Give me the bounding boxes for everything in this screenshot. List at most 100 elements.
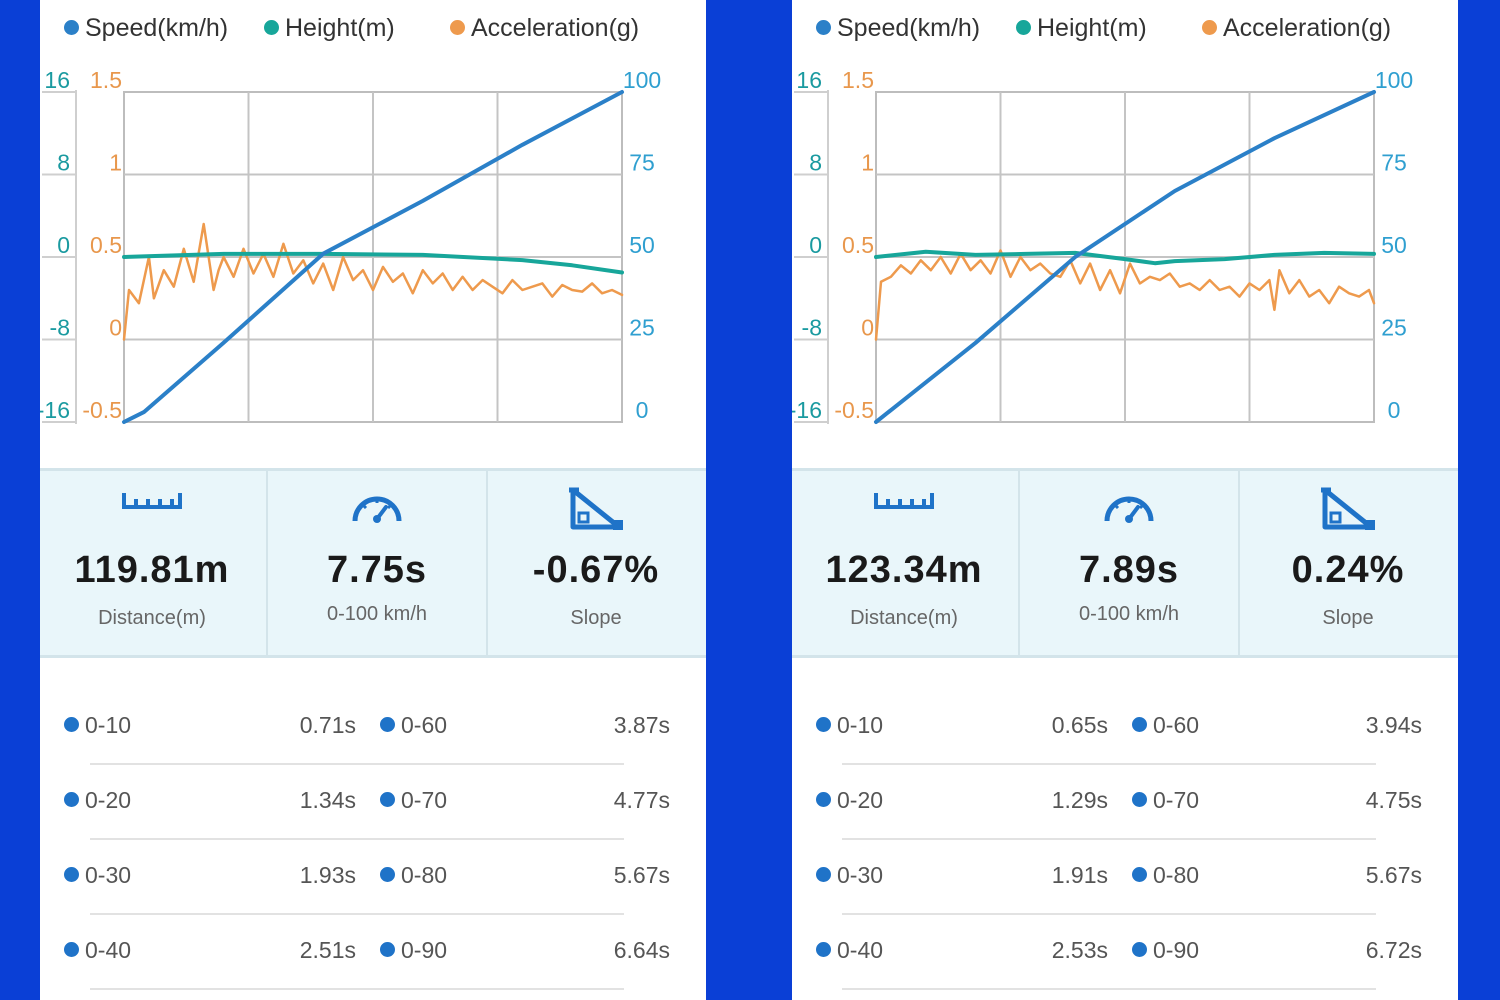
bullet-icon xyxy=(380,942,395,958)
summary-stats: 119.81m Distance(m) 7.75s 0-100 km/h -0.… xyxy=(40,468,706,658)
split-value: 2.53s xyxy=(1051,937,1108,963)
speed-axis-tick-label: 75 xyxy=(629,150,655,176)
ruler-icon xyxy=(874,493,934,509)
speed-axis-tick-label: 0 xyxy=(1388,397,1401,423)
height-series-line xyxy=(874,249,1376,266)
split-value: 4.75s xyxy=(1365,787,1422,813)
bullet-icon xyxy=(64,792,79,808)
legend-speed: Speed(km/h) xyxy=(816,14,980,43)
split-row: 0-20 1.34s 0-70 4.77s xyxy=(40,765,706,840)
acceleration-time-value: 7.75s xyxy=(326,549,428,591)
split-row: 0-10 0.71s 0-60 3.87s xyxy=(40,690,706,765)
performance-chart: 16 8 0 -8 -16 1.5 1 0.5 0 -0.5 100 75 50 25 0 xyxy=(40,67,661,424)
row-divider xyxy=(90,988,624,990)
split-times-list: 0-10 0.71s 0-60 3.87s 0-20 1.34s 0-70 4.… xyxy=(40,690,706,1000)
split-value: 4.77s xyxy=(613,787,670,813)
acceleration-dot-icon xyxy=(1202,19,1217,35)
split-label: 0-10 xyxy=(64,712,131,739)
speed-axis-tick-label: 100 xyxy=(1375,67,1413,93)
slope-label: Slope xyxy=(570,607,622,629)
legend-height: Height(m) xyxy=(264,14,395,43)
acceleration-axis-tick-label: -0.5 xyxy=(834,397,874,423)
row-divider xyxy=(90,763,624,765)
distance-label: Distance(m) xyxy=(98,607,206,629)
split-value: 5.67s xyxy=(1365,862,1422,888)
speed-axis-tick-label: 25 xyxy=(1381,315,1407,341)
split-label: 0-60 xyxy=(380,712,447,739)
bullet-icon xyxy=(816,867,831,883)
bullet-icon xyxy=(1132,717,1147,733)
split-label: 0-90 xyxy=(1132,937,1199,964)
slope-stat: -0.67% Slope xyxy=(486,471,706,655)
acceleration-axis-tick-label: 1.5 xyxy=(90,67,122,93)
bullet-icon xyxy=(380,792,395,808)
acceleration-axis-tick-label: 0 xyxy=(861,315,874,341)
slope-stat: 0.24% Slope xyxy=(1238,471,1458,655)
height-axis-tick-label: -16 xyxy=(40,397,70,423)
split-label: 0-10 xyxy=(816,712,883,739)
bullet-icon xyxy=(816,792,831,808)
bullet-icon xyxy=(64,942,79,958)
acceleration-dot-icon xyxy=(450,19,465,35)
legend-height: Height(m) xyxy=(1016,14,1147,43)
row-divider xyxy=(842,838,1376,840)
chart-legend: Speed(km/h) Height(m) Acceleration(g) xyxy=(40,10,706,46)
chart-legend: Speed(km/h) Height(m) Acceleration(g) xyxy=(792,10,1458,46)
height-axis-tick-label: 8 xyxy=(57,150,70,176)
slope-icon xyxy=(569,487,623,530)
acceleration-time-value: 7.89s xyxy=(1078,549,1180,591)
bullet-icon xyxy=(1132,942,1147,958)
height-axis-tick-label: 0 xyxy=(57,232,70,258)
height-series-line xyxy=(122,251,624,275)
legend-speed: Speed(km/h) xyxy=(64,14,228,43)
slope-icon xyxy=(1321,487,1375,530)
speedometer-icon xyxy=(352,496,402,523)
bullet-icon xyxy=(816,942,831,958)
bullet-icon xyxy=(1132,867,1147,883)
bullet-icon xyxy=(816,717,831,733)
height-axis-tick-label: 16 xyxy=(796,67,822,93)
split-row: 0-30 1.91s 0-80 5.67s xyxy=(792,840,1458,915)
split-row: 0-10 0.65s 0-60 3.94s xyxy=(792,690,1458,765)
result-panel-right: Speed(km/h) Height(m) Acceleration(g) 16… xyxy=(792,0,1458,1000)
acceleration-axis-tick-label: 0.5 xyxy=(90,232,122,258)
acceleration-axis-tick-label: 1 xyxy=(109,150,122,176)
speed-axis-tick-label: 50 xyxy=(1381,232,1407,258)
split-value: 5.67s xyxy=(613,862,670,888)
acceleration-series-line xyxy=(122,222,624,341)
split-value: 1.29s xyxy=(1051,787,1108,813)
height-axis-tick-label: -8 xyxy=(802,315,822,341)
row-divider xyxy=(842,763,1376,765)
summary-stats: 123.34m Distance(m) 7.89s 0-100 km/h 0.2… xyxy=(792,468,1458,658)
split-times-list: 0-10 0.65s 0-60 3.94s 0-20 1.29s 0-70 4.… xyxy=(792,690,1458,1000)
row-divider xyxy=(90,838,624,840)
split-label: 0-80 xyxy=(380,862,447,889)
height-axis-tick-label: 16 xyxy=(44,67,70,93)
split-label: 0-60 xyxy=(1132,712,1199,739)
speed-axis-tick-label: 25 xyxy=(629,315,655,341)
split-value: 0.71s xyxy=(299,712,356,738)
split-label: 0-40 xyxy=(64,937,131,964)
split-row: 0-20 1.29s 0-70 4.75s xyxy=(792,765,1458,840)
split-value: 1.93s xyxy=(299,862,356,888)
distance-stat: 119.81m Distance(m) xyxy=(40,471,264,655)
speed-series-line xyxy=(874,90,1376,424)
split-value: 6.64s xyxy=(613,937,670,963)
distance-value: 123.34m xyxy=(825,549,983,591)
acceleration-axis-tick-label: 0 xyxy=(109,315,122,341)
acceleration-axis-tick-label: 0.5 xyxy=(842,232,874,258)
split-row: 0-30 1.93s 0-80 5.67s xyxy=(40,840,706,915)
split-row: 0-40 2.53s 0-90 6.72s xyxy=(792,915,1458,990)
bullet-icon xyxy=(64,717,79,733)
split-value: 2.51s xyxy=(299,937,356,963)
acceleration-time-stat: 7.89s 0-100 km/h xyxy=(1018,471,1240,655)
performance-chart: 16 8 0 -8 -16 1.5 1 0.5 0 -0.5 100 75 50 25 0 xyxy=(792,67,1413,424)
legend-acceleration: Acceleration(g) xyxy=(1202,14,1391,43)
bullet-icon xyxy=(64,867,79,883)
height-dot-icon xyxy=(264,19,279,35)
split-value: 3.87s xyxy=(613,712,670,738)
split-label: 0-30 xyxy=(816,862,883,889)
split-label: 0-80 xyxy=(1132,862,1199,889)
bullet-icon xyxy=(380,867,395,883)
split-value: 3.94s xyxy=(1365,712,1422,738)
